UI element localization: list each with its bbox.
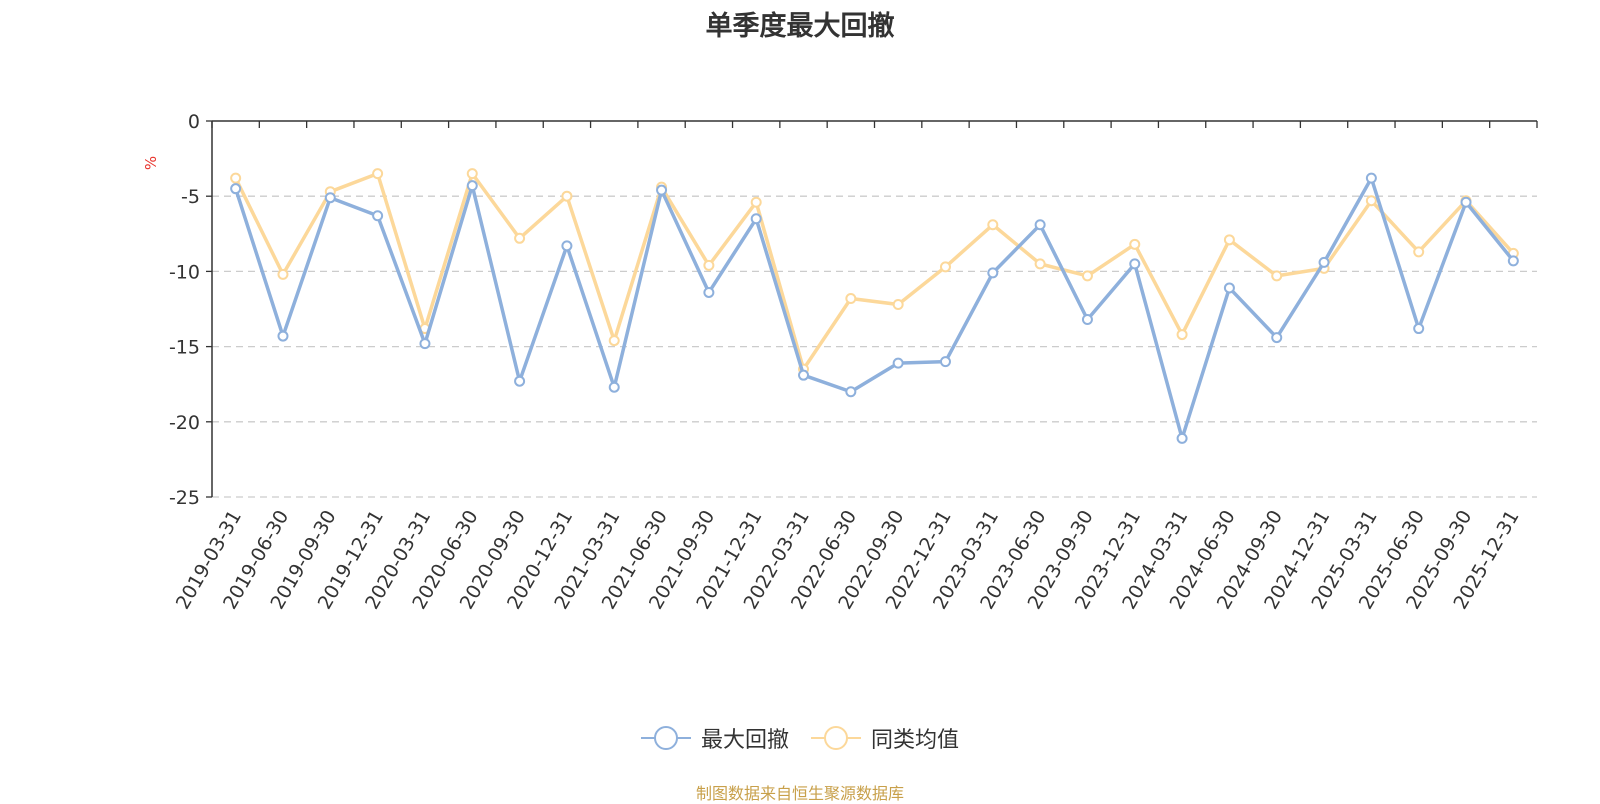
data-point	[466, 180, 478, 192]
data-point	[892, 357, 904, 369]
data-point	[1271, 270, 1283, 282]
data-point	[1507, 255, 1519, 267]
data-point	[1460, 196, 1472, 208]
data-point	[1413, 323, 1425, 335]
data-point	[1271, 332, 1283, 344]
data-point	[1223, 282, 1235, 294]
data-point	[1413, 246, 1425, 258]
data-point	[1365, 195, 1377, 207]
legend: 最大回撤 同类均值	[0, 722, 1600, 754]
data-point	[1034, 258, 1046, 270]
data-point	[372, 210, 384, 222]
data-point	[514, 375, 526, 387]
data-point	[1129, 258, 1141, 270]
series-lines	[230, 168, 1519, 444]
data-point	[845, 386, 857, 398]
data-point	[703, 286, 715, 298]
legend-marker-peer-average	[811, 726, 861, 750]
data-point	[466, 168, 478, 180]
data-point	[277, 330, 289, 342]
data-point	[1318, 256, 1330, 268]
legend-label-max-drawdown: 最大回撤	[700, 728, 789, 753]
data-point	[230, 183, 242, 195]
data-point	[1223, 234, 1235, 246]
data-point	[561, 190, 573, 202]
data-point	[561, 240, 573, 252]
data-point	[1034, 219, 1046, 231]
data-point	[1129, 238, 1141, 250]
data-point	[1081, 314, 1093, 326]
data-point	[608, 335, 620, 347]
data-point	[1365, 172, 1377, 184]
y-tick-label: -10	[169, 261, 200, 283]
x-tick-labels: 2019-03-312019-06-302019-09-302019-12-31…	[172, 506, 1524, 613]
data-point	[372, 168, 384, 180]
data-point	[1176, 432, 1188, 444]
y-tick-label: -15	[169, 337, 200, 359]
y-axis-unit-label: %	[142, 156, 160, 170]
data-point	[656, 184, 668, 196]
y-tick-labels: 0 -5 -10 -15 -20 -25	[169, 111, 200, 509]
data-point	[750, 213, 762, 225]
series-max-drawdown	[230, 172, 1519, 444]
data-point	[845, 292, 857, 304]
series-line	[233, 176, 1515, 441]
series-line	[234, 171, 1515, 371]
data-point	[987, 219, 999, 231]
axes	[206, 120, 1538, 498]
data-point	[1081, 270, 1093, 282]
data-point	[703, 259, 715, 271]
legend-item-max-drawdown[interactable]: 最大回撤	[640, 722, 789, 754]
grid-lines	[212, 195, 1537, 498]
y-tick-label: 0	[188, 111, 200, 133]
data-point	[514, 232, 526, 244]
legend-label-peer-average: 同类均值	[871, 728, 960, 753]
data-point	[608, 381, 620, 393]
data-point	[277, 268, 289, 280]
data-point	[987, 267, 999, 279]
data-point	[750, 196, 762, 208]
data-point	[419, 338, 431, 350]
y-tick-label: -25	[169, 487, 200, 509]
data-point	[939, 261, 951, 273]
y-tick-label: -20	[169, 412, 200, 434]
data-point	[798, 369, 810, 381]
legend-marker-max-drawdown	[640, 726, 691, 750]
data-point	[324, 192, 336, 204]
data-point	[1176, 329, 1188, 341]
data-source-note: 制图数据来自恒生聚源数据库	[695, 784, 904, 803]
data-point	[892, 298, 904, 310]
legend-item-peer-average[interactable]: 同类均值	[811, 722, 959, 754]
y-tick-label: -5	[181, 186, 200, 208]
chart-title: 单季度最大回撤	[705, 11, 895, 42]
data-point	[230, 172, 242, 184]
data-point	[939, 356, 951, 368]
